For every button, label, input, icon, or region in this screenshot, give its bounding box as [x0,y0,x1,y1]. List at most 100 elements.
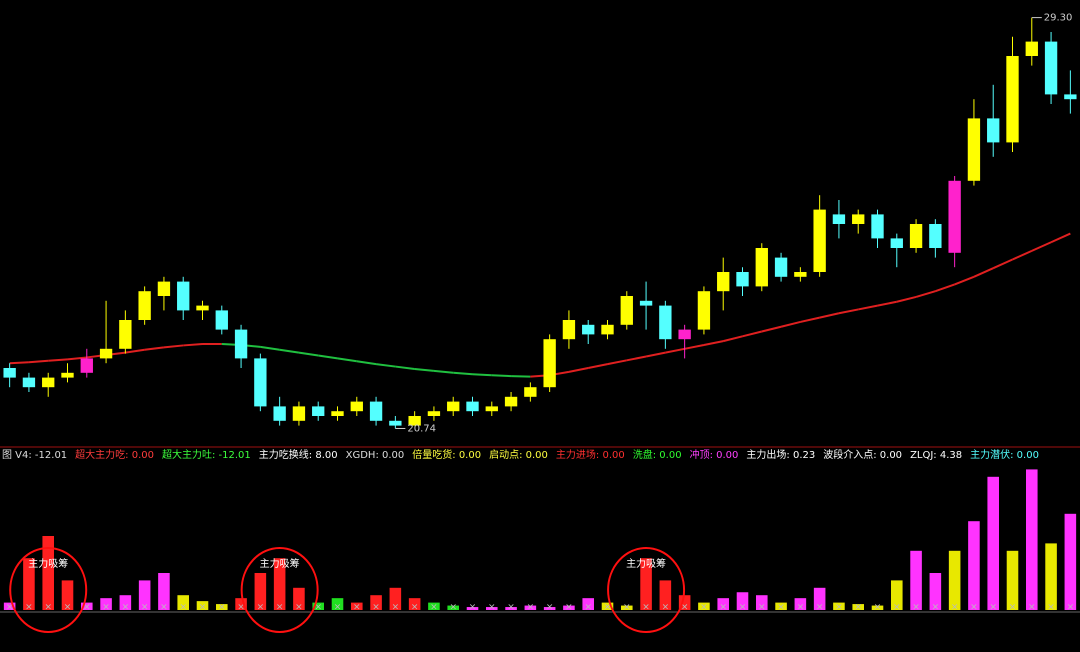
baseline-cross: × [816,603,824,613]
ma-segment [896,295,917,303]
candle-body [524,387,537,397]
candle-body [697,291,711,330]
annotation-label: 29.30 [1044,13,1073,24]
baseline-cross: × [160,603,168,613]
baseline-cross: × [469,603,477,613]
indicator-bar [138,580,151,610]
candle-body [967,118,981,181]
legend-entry: 波段介入点: 0.00 [823,448,902,461]
baseline-cross: × [970,603,978,613]
baseline-cross: × [257,603,265,613]
ma-segment [28,359,49,364]
ma-segment [954,275,975,286]
baseline-cross: × [83,603,91,613]
indicator-bar [948,550,961,610]
ma-segment [992,258,1013,270]
ma-segment [183,343,203,347]
baseline-cross: × [276,603,284,613]
baseline-cross: × [372,603,380,613]
baseline-cross: × [835,603,843,613]
baseline-cross: × [141,603,149,613]
indicator-bar [273,558,286,610]
baseline-cross: × [951,603,959,613]
baseline-cross: × [199,603,207,613]
candle-body [813,209,826,272]
indicator-bar [42,536,54,610]
candle-body [177,281,190,311]
callout-circle [607,547,686,633]
baseline-cross: × [237,603,245,613]
legend-entry: 主力吃换线: 8.00 [259,448,338,461]
ma-segment [626,355,647,362]
baseline-cross: × [102,603,110,613]
candle-body [1025,41,1038,56]
indicator-bar [254,573,267,610]
indicator-bar [524,605,537,610]
indicator-bar [621,605,633,610]
candle-body [794,272,807,277]
candle-body [80,358,93,373]
indicator-bar [119,595,132,610]
ma-segment [163,344,184,349]
indicator-bar [23,558,35,610]
indicator-bar [833,602,845,610]
ma-segment [395,365,415,370]
indicator-bar [158,573,170,610]
indicator-bar [1006,550,1019,610]
legend-entry: 图 V4: -12.01 [2,449,67,461]
candle-body [504,396,518,407]
candle-body [832,214,846,224]
indicator-bar [100,598,112,610]
baseline-cross: × [25,603,33,613]
baseline-cross: × [411,603,419,613]
ma-segment [742,330,763,338]
ma-segment [858,304,878,311]
candle-body [119,320,132,349]
candle-body [678,329,691,340]
indicator-bar [582,598,594,610]
ma-segment [915,290,936,298]
candle-body [427,411,441,416]
ma-segment [298,351,319,357]
ma-segment [1031,241,1052,252]
baseline-cross: × [642,603,650,613]
ma-segment [684,343,705,350]
ma-segment [48,358,68,362]
indicator-bar [871,605,884,610]
candle-body [717,272,730,292]
baseline-cross: × [797,603,805,613]
baseline-cross: × [353,603,361,613]
baseline-cross: × [719,603,727,613]
baseline-cross: × [1047,603,1055,613]
ma-segment [491,374,512,378]
baseline-cross: × [218,603,226,613]
baseline-cross: × [874,603,882,613]
candle-body [42,377,55,388]
indicator-bar [910,550,922,610]
baseline-cross: × [334,603,342,613]
baseline-cross: × [739,603,747,613]
candle-body [61,372,74,378]
indicator-bar [331,598,344,610]
ma-segment [67,356,87,361]
baseline-cross: × [449,603,457,613]
candle-body [408,416,421,426]
baseline-cross: × [893,603,901,613]
baseline-cross: × [989,603,997,613]
indicator-bar [428,602,440,610]
callout-label: 主力吸筹 [28,557,68,570]
ma-segment [780,320,801,328]
candle-body [196,305,209,311]
baseline-cross: × [64,603,72,613]
baseline-cross: × [932,603,940,613]
indicator-bar [293,587,305,610]
candle-body [22,377,36,388]
candle-body [639,300,653,306]
baseline-cross: × [44,603,52,613]
candle-body [1044,41,1058,95]
baseline-cross: × [527,603,535,613]
indicator-bar [717,598,729,610]
baseline-cross: × [584,603,592,613]
